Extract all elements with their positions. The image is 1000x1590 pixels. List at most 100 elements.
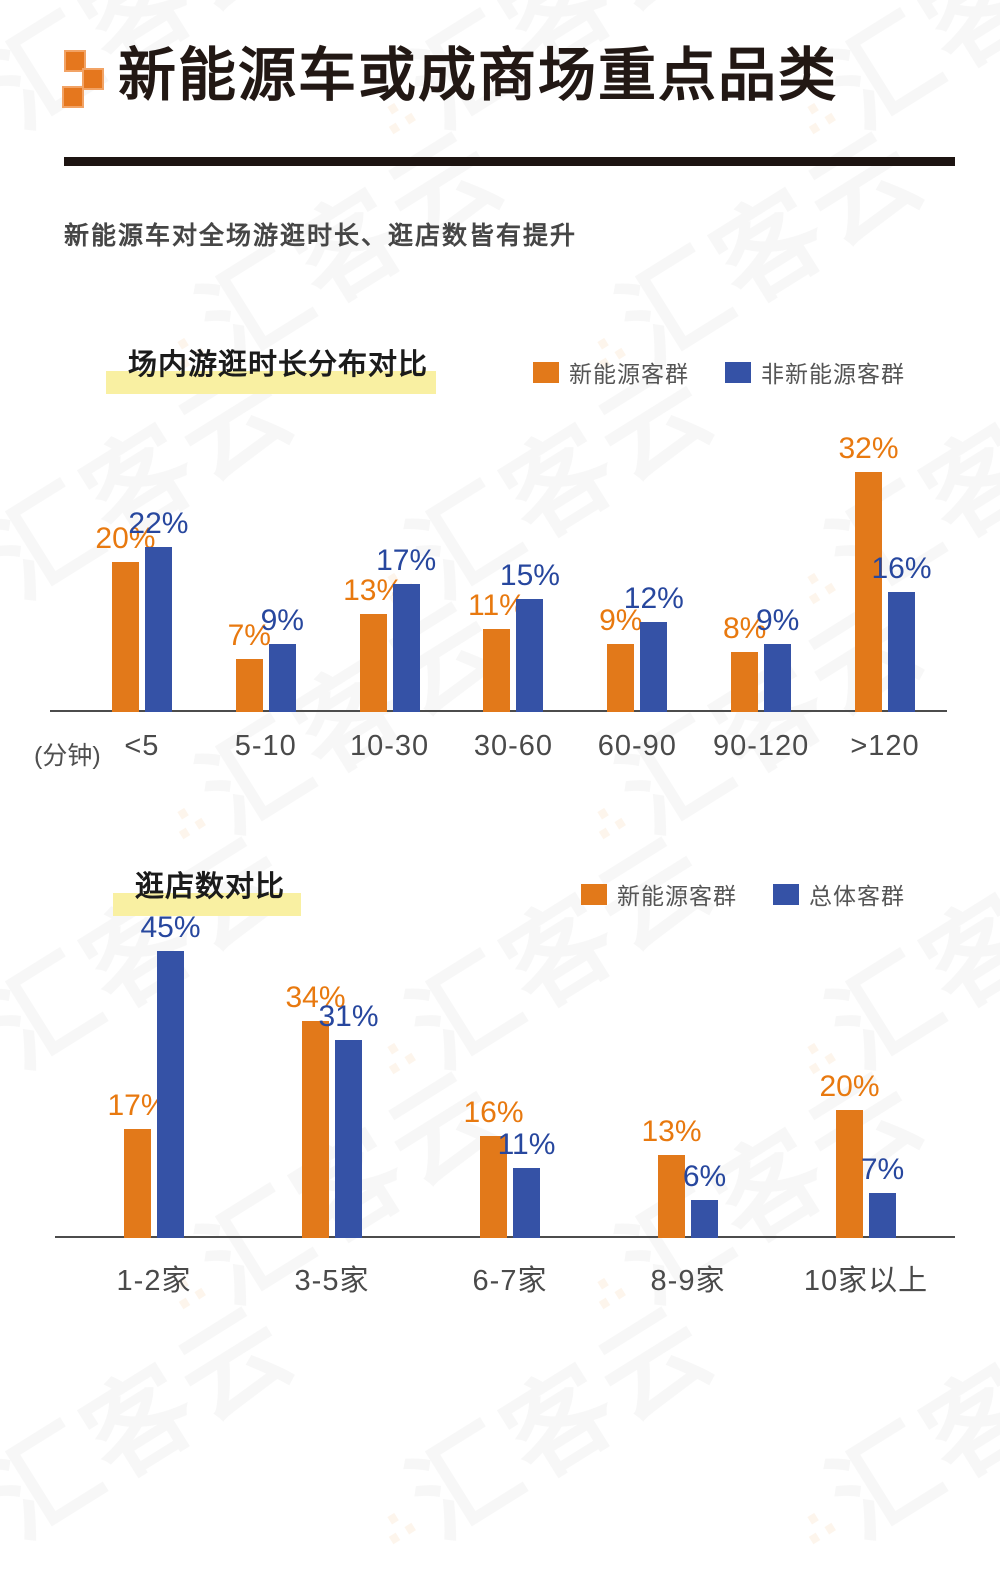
bar: 6% (683, 1162, 726, 1238)
bar: 34% (285, 983, 346, 1238)
bar-value-label: 34% (285, 981, 346, 1014)
bar: 9% (756, 606, 799, 712)
bar-value-label: 8% (722, 612, 767, 645)
bar-value-label: 13% (641, 1115, 702, 1148)
chart1-category-labels: <5 5-10 10-30 30-60 60-90 90-120 >120 (50, 730, 947, 763)
chart2-legend: 新能源客群 总体客群 (581, 877, 905, 911)
bar: 20% (819, 1072, 880, 1238)
legend-label: 新能源客群 (569, 361, 689, 387)
watermark-dots: ∴ (0, 1493, 11, 1558)
watermark-dots: ∴ (0, 553, 11, 618)
chart2-category-labels: 1-2家 3-5家 6-7家 8-9家 10家以上 (55, 1257, 955, 1299)
chart2-title: 逛店数对比 (113, 870, 302, 916)
bar: 20% (95, 524, 155, 712)
bar-value-label: 7% (860, 1153, 905, 1186)
bar: 11% (498, 1130, 555, 1238)
bar: 8% (723, 614, 766, 712)
category-label: <5 (124, 730, 160, 762)
chart2-head: 逛店数对比 新能源客群 总体客群 (0, 870, 905, 920)
bar: 16% (463, 1098, 524, 1238)
bar-value-label: 20% (819, 1070, 880, 1103)
watermark-dots: ∴ (0, 83, 11, 148)
legend-swatch (725, 361, 751, 383)
bar: 13% (641, 1117, 702, 1238)
bar-value-label: 9% (755, 604, 800, 637)
chart1-title: 场内游逛时长分布对比 (106, 348, 437, 394)
watermark-text: ∴汇客云 (968, 557, 1000, 886)
bar-group: 9% 12% (577, 457, 697, 712)
legend-label: 新能源客群 (617, 883, 737, 909)
category-label: 10-30 (350, 730, 430, 762)
bar-value-label: 16% (463, 1096, 524, 1129)
bar-value-label: 22% (128, 507, 189, 540)
legend-label: 非新能源客群 (761, 361, 905, 387)
legend-item: 非新能源客群 (725, 355, 905, 389)
steps-icon-square (64, 50, 86, 72)
category-label: 10家以上 (803, 1265, 929, 1297)
bar-group: 7% 9% (206, 457, 326, 712)
legend-swatch (581, 883, 607, 905)
bar-value-label: 11% (468, 589, 526, 622)
watermark-dots: ∴ (370, 1493, 431, 1558)
bar: 9% (261, 606, 304, 712)
bar: 9% (599, 606, 642, 712)
watermark-text: ∴汇客云 (968, 1027, 1000, 1356)
category-label: 8-9家 (650, 1265, 726, 1297)
bar-value-label: 17% (376, 544, 437, 577)
bar-value-label: 9% (260, 604, 304, 637)
bar-group: 20% 22% (82, 457, 202, 712)
steps-icon-square (82, 68, 104, 90)
watermark-dots: ∴ (790, 1493, 851, 1558)
bar-value-label: 7% (227, 619, 271, 652)
chart1-unit-label: (分钟) (34, 742, 101, 770)
bar-value-label: 31% (318, 1000, 379, 1033)
bar-value-label: 16% (871, 552, 932, 585)
legend-item: 新能源客群 (533, 355, 689, 389)
bar: 17% (107, 1091, 168, 1238)
orange-steps-icon (61, 50, 107, 110)
category-label: 3-5家 (294, 1265, 370, 1297)
chart1-head: 场内游逛时长分布对比 新能源客群 非新能源客群 (0, 348, 905, 398)
page-subtitle: 新能源车对全场游逛时长、逛店数皆有提升 (64, 222, 578, 250)
bar-value-label: 45% (140, 911, 201, 944)
bar-value-label: 15% (499, 559, 560, 592)
title-divider (64, 157, 955, 166)
legend-swatch (773, 883, 799, 905)
category-label: 5-10 (234, 730, 297, 762)
bar: 11% (468, 591, 526, 712)
chart2-plot: 17% 45% 34% 31% 16% 11% 13% 6% 20% 7% (55, 913, 955, 1238)
bar: 15% (500, 561, 560, 712)
watermark-text: ∴汇客云 (0, 1262, 319, 1590)
category-label: 30-60 (473, 730, 554, 762)
bar: 7% (861, 1155, 904, 1238)
legend-swatch (533, 361, 559, 383)
bar-group: 11% 15% (453, 457, 573, 712)
bar-group: 8% 9% (701, 457, 821, 712)
bar-value-label: 12% (623, 582, 684, 615)
watermark-dots: ∴ (160, 788, 221, 853)
bar: 31% (318, 1002, 379, 1238)
bar: 13% (343, 576, 403, 712)
bar-group: 32% 16% (825, 434, 945, 712)
bar: 7% (228, 621, 271, 712)
watermark-text: ∴汇客云 (370, 1284, 735, 1561)
bar-value-label: 6% (682, 1160, 727, 1193)
chart1-plot: 20% 22% 7% 9% 13% 17% 11% 15% 9% 12% 8% 9% 32% 16% (50, 434, 947, 712)
steps-icon-square (62, 86, 84, 108)
bar-group: 20% 7% (781, 938, 951, 1238)
bar-group: 13% 17% (330, 457, 450, 712)
bar-value-label: 9% (599, 604, 643, 637)
bar-value-label: 11% (497, 1128, 556, 1161)
watermark-text: ∴汇客云 (790, 1284, 1000, 1561)
legend-item: 新能源客群 (581, 877, 737, 911)
legend-item: 总体客群 (773, 877, 905, 911)
page-title: 新能源车或成商场重点品类 (118, 43, 839, 108)
bar-group: 17% 45% (69, 913, 239, 1238)
legend-label: 总体客群 (809, 883, 905, 909)
category-label: 6-7家 (472, 1265, 548, 1297)
bar-group: 16% 11% (425, 938, 595, 1238)
bar-group: 13% 6% (603, 938, 773, 1238)
bar: 45% (140, 913, 201, 1238)
bar-group: 34% 31% (247, 938, 417, 1238)
bar: 17% (376, 546, 436, 712)
